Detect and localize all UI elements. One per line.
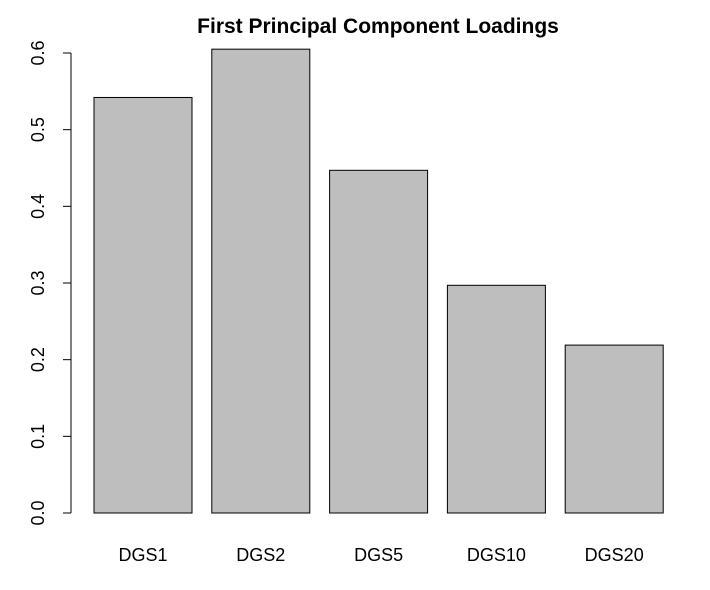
y-tick-label: 0.1 xyxy=(28,424,48,449)
x-tick-label: DGS10 xyxy=(467,545,526,565)
y-axis: 0.0 0.1 0.2 0.3 0.4 0.5 0.6 xyxy=(28,40,72,526)
x-tick-label: DGS20 xyxy=(585,545,644,565)
bar-dgs5 xyxy=(329,169,429,514)
chart-title: First Principal Component Loadings xyxy=(197,15,559,38)
bar-dgs2 xyxy=(211,48,311,514)
bars-group xyxy=(93,48,664,514)
x-axis-labels: DGS1 DGS2 DGS5 DGS10 DGS20 xyxy=(118,545,643,565)
x-tick-label: DGS1 xyxy=(118,545,167,565)
x-tick-label: DGS5 xyxy=(354,545,403,565)
y-tick-label: 0.3 xyxy=(28,270,48,295)
bar-dgs1 xyxy=(93,96,193,514)
y-tick-label: 0.4 xyxy=(28,194,48,219)
y-tick-label: 0.2 xyxy=(28,347,48,372)
y-tick-label: 0.6 xyxy=(28,40,48,65)
y-tick-label: 0.0 xyxy=(28,500,48,525)
x-tick-label: DGS2 xyxy=(236,545,285,565)
bar-dgs20 xyxy=(564,344,664,514)
y-tick-label: 0.5 xyxy=(28,117,48,142)
bar-dgs10 xyxy=(446,284,546,514)
